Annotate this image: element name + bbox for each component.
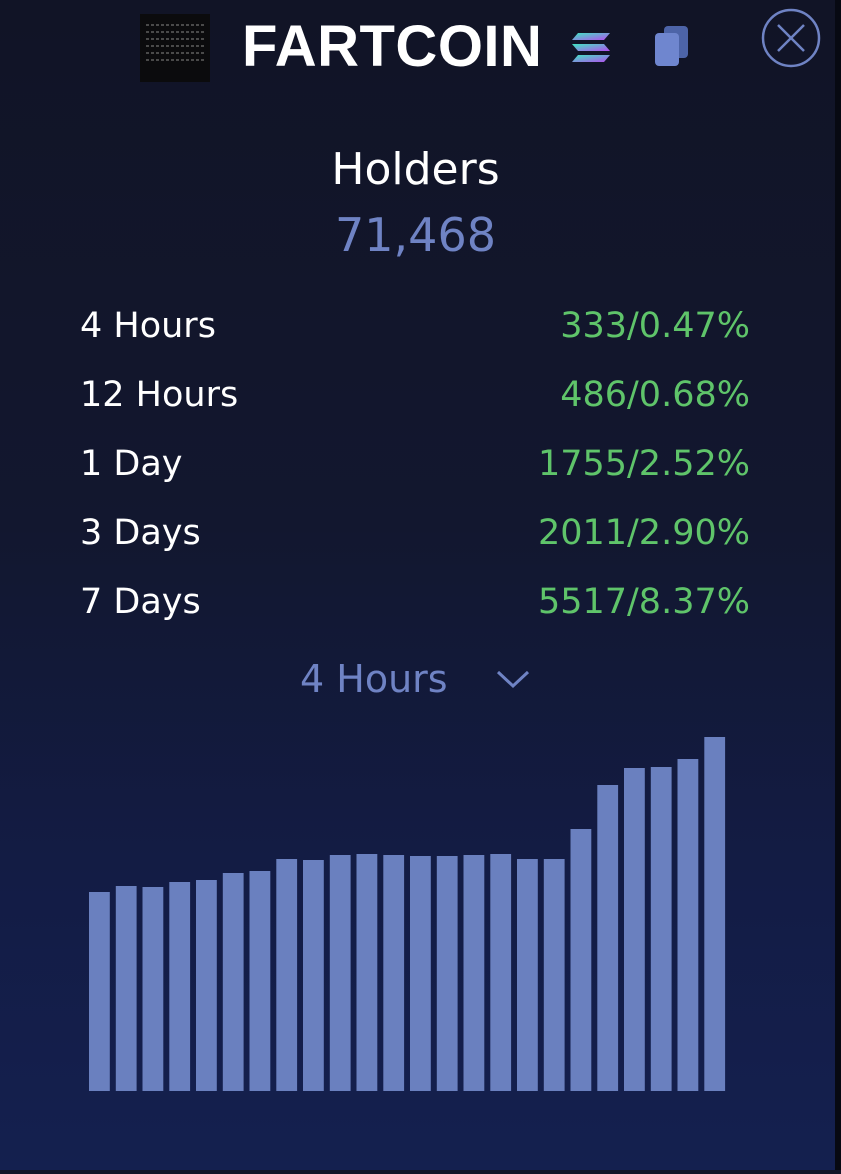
chart-bar[interactable] — [142, 887, 164, 1091]
holders-label: Holders — [331, 144, 500, 195]
stat-value: 1755/2.52% — [537, 444, 750, 484]
chart-bar[interactable] — [517, 859, 538, 1091]
solana-icon — [572, 33, 610, 62]
chart-bar[interactable] — [650, 767, 672, 1091]
chart-bar[interactable] — [222, 873, 244, 1091]
holders-count: 71,468 — [335, 208, 496, 262]
chart-bar[interactable] — [169, 882, 191, 1091]
stat-label: 3 Days — [80, 513, 201, 553]
stat-label: 1 Day — [80, 444, 183, 484]
chart-bar[interactable] — [115, 886, 137, 1091]
chevron-down-icon — [496, 670, 530, 689]
token-logo — [140, 14, 210, 82]
chart-bar[interactable] — [383, 855, 405, 1091]
stat-row-4-hours: 4 Hours 333/0.47% — [80, 300, 750, 369]
chart-bar[interactable] — [704, 737, 726, 1091]
stat-row-3-days: 3 Days 2011/2.90% — [80, 507, 750, 576]
chart-bar[interactable] — [329, 855, 351, 1091]
chart-bar[interactable] — [624, 768, 645, 1091]
chart-bar[interactable] — [196, 880, 217, 1091]
chart-bar[interactable] — [490, 854, 512, 1091]
chart-bar[interactable] — [463, 855, 485, 1091]
chart-bar[interactable] — [276, 859, 298, 1091]
chart-bar[interactable] — [436, 856, 458, 1091]
chart-bar[interactable] — [356, 854, 378, 1091]
chart-bar[interactable] — [249, 871, 271, 1091]
close-button[interactable] — [761, 8, 821, 68]
holder-change-stats: 4 Hours 333/0.47% 12 Hours 486/0.68% 1 D… — [80, 300, 750, 645]
chart-bar[interactable] — [89, 892, 110, 1091]
chart-bar[interactable] — [543, 859, 565, 1091]
copy-icon[interactable] — [652, 24, 690, 68]
stat-row-1-day: 1 Day 1755/2.52% — [80, 438, 750, 507]
window-edge — [835, 0, 841, 1170]
stat-label: 7 Days — [80, 582, 201, 622]
stat-value: 2011/2.90% — [537, 513, 750, 553]
period-selected-label: 4 Hours — [300, 657, 448, 701]
period-dropdown[interactable]: 4 Hours — [300, 652, 540, 708]
stat-row-12-hours: 12 Hours 486/0.68% — [80, 369, 750, 438]
chart-bar[interactable] — [677, 759, 699, 1091]
token-header: FARTCOIN — [0, 0, 841, 95]
stat-value: 5517/8.37% — [537, 582, 750, 622]
token-title: FARTCOIN — [242, 14, 543, 79]
stat-label: 12 Hours — [80, 375, 239, 415]
chart-bar[interactable] — [570, 829, 592, 1091]
stat-value: 486/0.68% — [560, 375, 750, 415]
stat-row-7-days: 7 Days 5517/8.37% — [80, 576, 750, 645]
chart-bar[interactable] — [410, 856, 431, 1091]
stat-value: 333/0.47% — [560, 306, 750, 346]
chart-bar[interactable] — [303, 860, 324, 1091]
chart-bar[interactable] — [597, 785, 619, 1091]
logo-image — [146, 24, 206, 66]
stat-label: 4 Hours — [80, 306, 216, 346]
